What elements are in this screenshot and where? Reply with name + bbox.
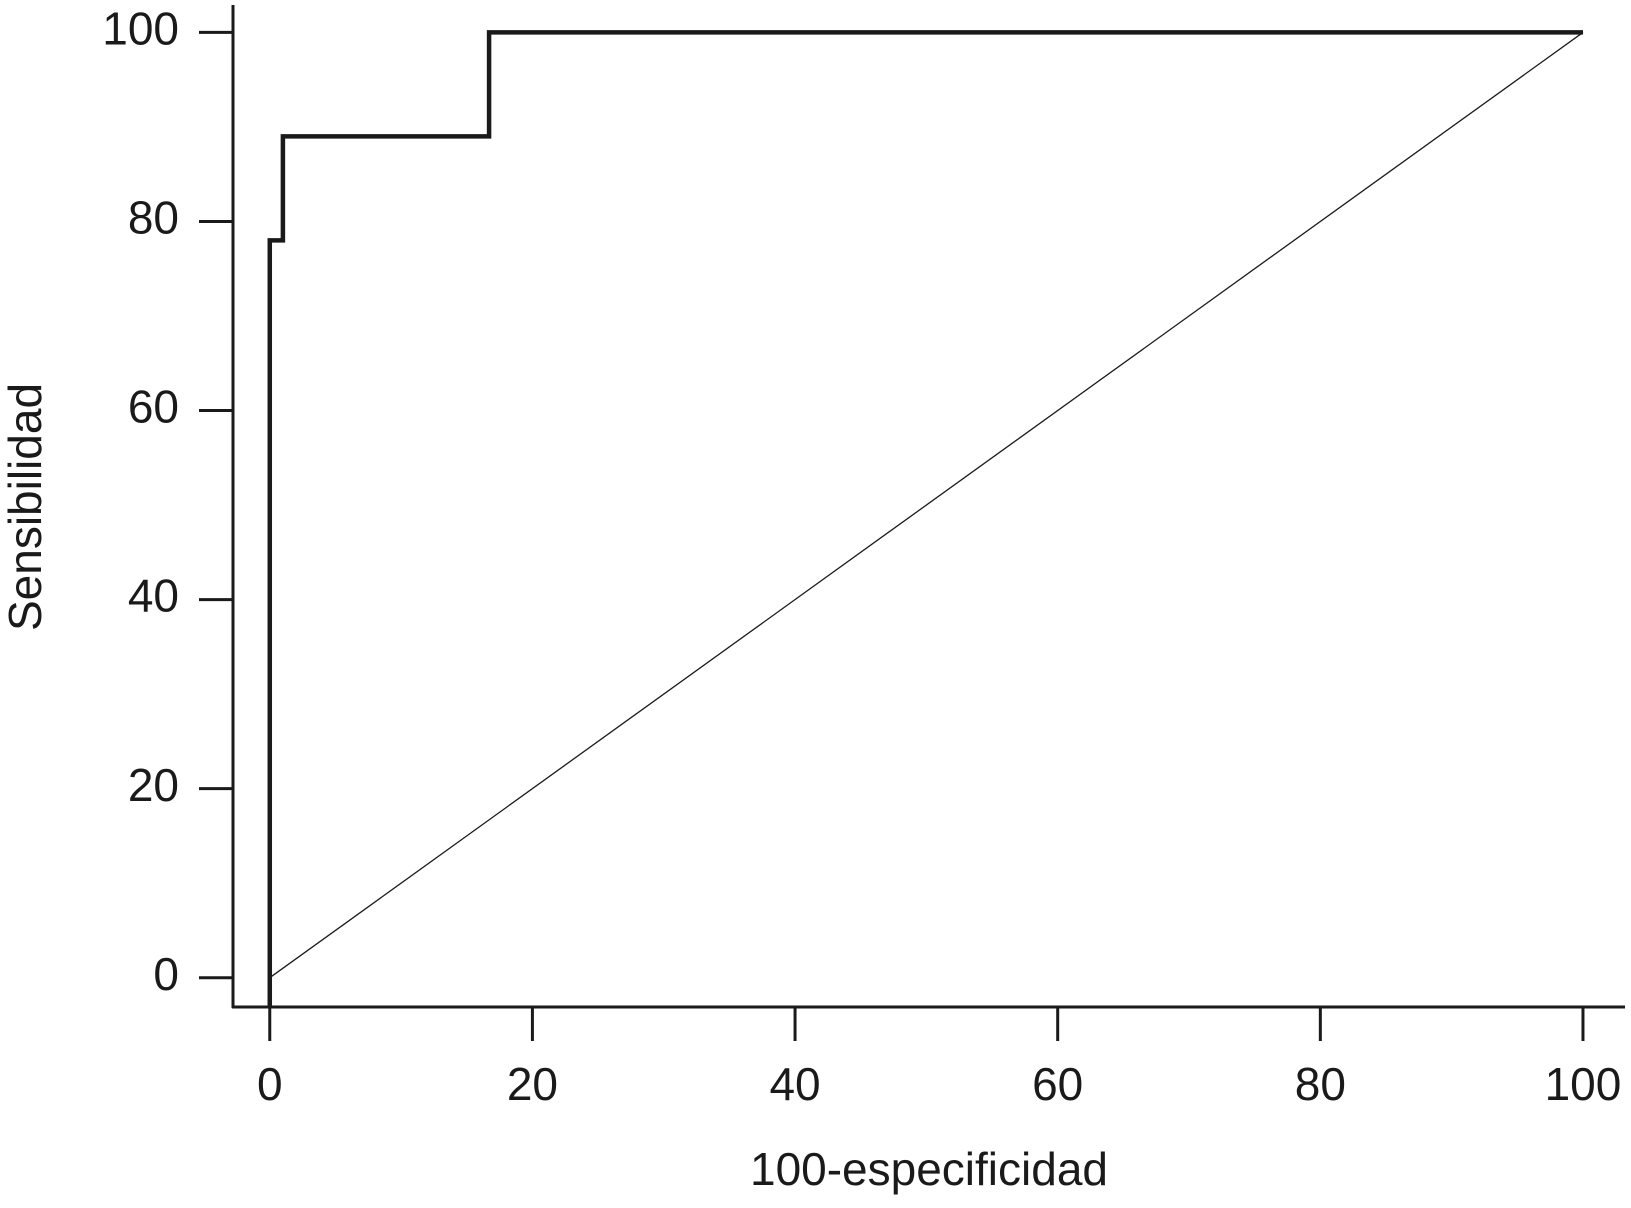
x-tick-label: 20	[507, 1058, 558, 1110]
x-axis-label: 100-especificidad	[750, 1143, 1108, 1195]
x-tick-label: 40	[769, 1058, 820, 1110]
y-tick-label: 20	[128, 759, 179, 811]
y-axis-label: Sensibilidad	[0, 383, 51, 631]
y-tick-label: 0	[153, 948, 179, 1000]
x-tick-label: 80	[1295, 1058, 1346, 1110]
x-tick-label: 60	[1032, 1058, 1083, 1110]
y-tick-label: 100	[102, 3, 179, 55]
series-line	[269, 31, 1584, 979]
y-tick-label: 40	[128, 570, 179, 622]
y-tick-label: 60	[128, 381, 179, 433]
y-tick-label: 80	[128, 192, 179, 244]
x-tick-label: 100	[1545, 1058, 1622, 1110]
series-line	[267, 30, 1583, 1007]
x-tick-label: 0	[257, 1058, 283, 1110]
